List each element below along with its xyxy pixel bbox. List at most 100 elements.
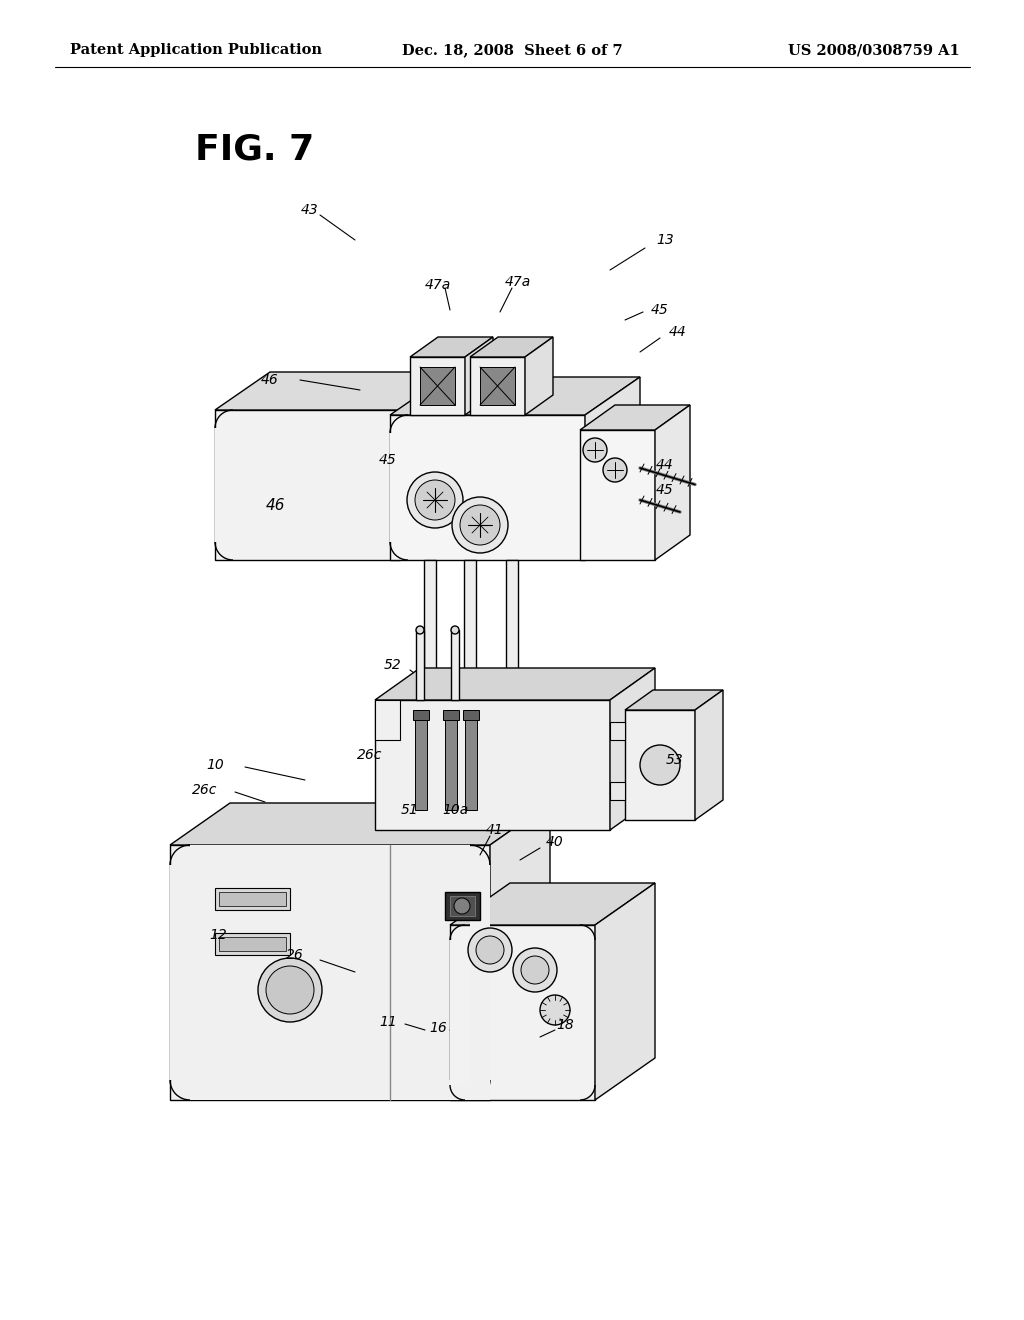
- Polygon shape: [695, 690, 723, 820]
- Circle shape: [506, 684, 518, 696]
- Polygon shape: [420, 367, 455, 405]
- Polygon shape: [215, 428, 233, 543]
- Polygon shape: [465, 710, 477, 810]
- Circle shape: [464, 734, 476, 746]
- Polygon shape: [215, 411, 400, 560]
- Circle shape: [640, 744, 680, 785]
- Circle shape: [603, 458, 627, 482]
- Text: Patent Application Publication: Patent Application Publication: [70, 44, 322, 57]
- Text: 47a: 47a: [425, 279, 452, 292]
- Polygon shape: [625, 710, 695, 820]
- Polygon shape: [525, 337, 553, 414]
- Polygon shape: [215, 888, 290, 909]
- Text: Dec. 18, 2008  Sheet 6 of 7: Dec. 18, 2008 Sheet 6 of 7: [401, 44, 623, 57]
- Text: 45: 45: [651, 304, 669, 317]
- Polygon shape: [625, 690, 723, 710]
- Polygon shape: [190, 845, 470, 865]
- Polygon shape: [610, 722, 625, 741]
- Polygon shape: [445, 710, 457, 810]
- Text: 26c: 26c: [357, 748, 383, 762]
- Circle shape: [454, 898, 470, 913]
- Polygon shape: [415, 710, 427, 810]
- Circle shape: [424, 694, 436, 706]
- Text: 26c: 26c: [193, 783, 218, 797]
- Polygon shape: [375, 700, 400, 741]
- Circle shape: [258, 958, 322, 1022]
- Circle shape: [583, 438, 607, 462]
- Polygon shape: [170, 865, 190, 1080]
- Text: 51: 51: [401, 803, 419, 817]
- Text: 47a: 47a: [505, 275, 531, 289]
- Polygon shape: [470, 337, 553, 356]
- Polygon shape: [585, 378, 640, 560]
- Text: 46: 46: [265, 498, 285, 512]
- Polygon shape: [424, 560, 436, 700]
- Polygon shape: [400, 372, 455, 560]
- Circle shape: [540, 995, 570, 1026]
- Text: 45: 45: [379, 453, 397, 467]
- Circle shape: [464, 723, 476, 737]
- Polygon shape: [190, 1080, 470, 1100]
- Circle shape: [521, 956, 549, 983]
- Polygon shape: [215, 372, 455, 411]
- Text: 18: 18: [556, 1018, 573, 1032]
- Polygon shape: [450, 896, 475, 916]
- Polygon shape: [375, 700, 610, 830]
- Polygon shape: [450, 883, 655, 925]
- Polygon shape: [450, 940, 465, 1085]
- Circle shape: [266, 966, 314, 1014]
- Polygon shape: [215, 933, 290, 954]
- Polygon shape: [416, 630, 424, 700]
- Text: 10a: 10a: [442, 803, 468, 817]
- Polygon shape: [450, 925, 595, 1100]
- Polygon shape: [219, 892, 286, 906]
- Polygon shape: [470, 356, 525, 414]
- Circle shape: [451, 626, 459, 634]
- Polygon shape: [463, 710, 479, 719]
- Circle shape: [513, 948, 557, 993]
- Polygon shape: [390, 433, 408, 543]
- Polygon shape: [470, 865, 490, 1100]
- Circle shape: [468, 928, 512, 972]
- Circle shape: [416, 626, 424, 634]
- Text: 40: 40: [546, 836, 564, 849]
- Text: 44: 44: [669, 325, 687, 339]
- Polygon shape: [170, 803, 550, 845]
- Text: 26: 26: [286, 948, 304, 962]
- Text: 44: 44: [656, 458, 674, 473]
- Text: US 2008/0308759 A1: US 2008/0308759 A1: [788, 44, 961, 57]
- Text: 16: 16: [429, 1020, 446, 1035]
- Polygon shape: [490, 803, 550, 1100]
- Polygon shape: [445, 892, 480, 920]
- Polygon shape: [610, 668, 655, 830]
- Text: 12: 12: [209, 928, 227, 942]
- Circle shape: [460, 506, 500, 545]
- Polygon shape: [443, 710, 459, 719]
- Polygon shape: [465, 337, 493, 414]
- Polygon shape: [580, 430, 655, 560]
- Text: 46: 46: [261, 374, 279, 387]
- Text: FIG. 7: FIG. 7: [195, 133, 314, 168]
- Polygon shape: [610, 781, 625, 800]
- Polygon shape: [480, 367, 515, 405]
- Text: 13: 13: [656, 234, 674, 247]
- Polygon shape: [219, 937, 286, 950]
- Polygon shape: [390, 414, 585, 560]
- Polygon shape: [170, 845, 490, 1100]
- Text: 11: 11: [379, 1015, 397, 1030]
- Polygon shape: [580, 405, 690, 430]
- Polygon shape: [595, 883, 655, 1100]
- Polygon shape: [655, 405, 690, 560]
- Text: 45: 45: [656, 483, 674, 498]
- Polygon shape: [506, 560, 518, 690]
- Polygon shape: [410, 337, 493, 356]
- Circle shape: [452, 498, 508, 553]
- Circle shape: [407, 473, 463, 528]
- Text: 41: 41: [486, 822, 504, 837]
- Polygon shape: [375, 668, 655, 700]
- Polygon shape: [464, 560, 476, 730]
- Circle shape: [464, 804, 476, 816]
- Text: 53: 53: [667, 752, 684, 767]
- Polygon shape: [451, 630, 459, 700]
- Polygon shape: [410, 356, 465, 414]
